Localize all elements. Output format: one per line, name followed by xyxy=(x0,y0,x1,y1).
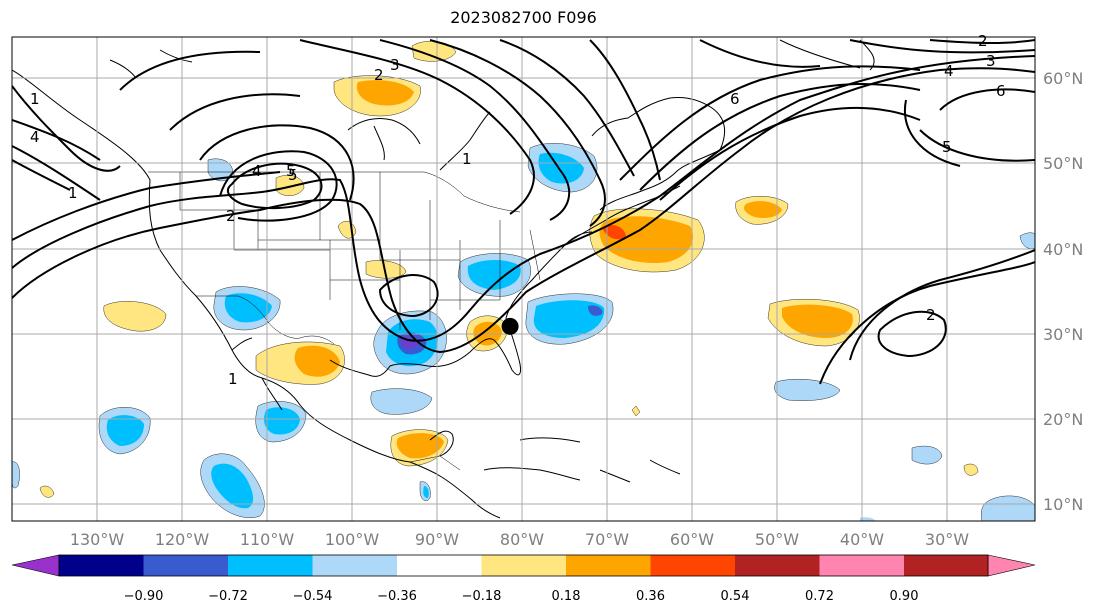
colorbar-tick: 0.72 xyxy=(805,589,834,604)
colorbar-bin xyxy=(904,555,988,576)
lat-label: 20°N xyxy=(1043,410,1083,429)
contour-label: 4 xyxy=(252,162,262,180)
contour-label: 5 xyxy=(288,166,298,184)
contour-label: 1 xyxy=(30,90,40,108)
contour-label: 1 xyxy=(462,150,472,168)
lon-label: 120°W xyxy=(155,530,210,549)
contour-label: 4 xyxy=(944,62,954,80)
colorbar-tick: 0.36 xyxy=(636,589,665,604)
lat-label: 60°N xyxy=(1043,69,1083,88)
coastlines xyxy=(12,39,875,519)
colorbar-bin xyxy=(312,555,398,576)
colorbar-tick: −0.72 xyxy=(208,589,248,604)
colorbar-bin xyxy=(397,555,482,576)
colorbar-bin xyxy=(59,555,144,576)
colorbar-tick: −0.90 xyxy=(124,589,164,604)
contour-label: 5 xyxy=(942,138,952,156)
map-title: 2023082700 F096 xyxy=(450,8,597,27)
latitude-labels: 60°N 50°N 40°N 30°N 20°N 10°N xyxy=(1043,69,1083,514)
contour-label: 2 xyxy=(226,207,236,225)
colorbar-bin xyxy=(143,555,229,576)
map-frame xyxy=(11,36,1036,522)
lon-label: 90°W xyxy=(415,530,459,549)
lon-label: 30°W xyxy=(925,530,969,549)
colorbar-bin xyxy=(566,555,651,576)
contour-label: 3 xyxy=(986,52,996,70)
contour-label: 3 xyxy=(390,56,400,74)
storm-center-marker xyxy=(501,317,519,335)
colorbar-extend-high xyxy=(987,554,1036,577)
contour-label: 5 xyxy=(286,162,296,180)
colorbar-tick: −0.54 xyxy=(293,589,333,604)
contour-label: 4 xyxy=(30,128,40,146)
colorbar-tick: −0.36 xyxy=(377,589,417,604)
colorbar: −0.90 −0.72 −0.54 −0.36 −0.18 0.18 0.36 … xyxy=(11,554,1036,604)
contour-label-group: 1 2 2 3 4 4 5 5 6 6 1 1 1 3 4 2 2 5 xyxy=(30,32,1006,388)
colorbar-tick: 0.18 xyxy=(552,589,581,604)
political-borders xyxy=(148,171,541,471)
lon-label: 130°W xyxy=(70,530,125,549)
lon-label: 60°W xyxy=(670,530,714,549)
contour-label: 2 xyxy=(374,66,384,84)
colorbar-bin xyxy=(481,555,567,576)
lon-label: 80°W xyxy=(500,530,544,549)
colorbar-bin xyxy=(819,555,905,576)
graticule xyxy=(12,37,1035,521)
contour-label: 2 xyxy=(978,32,988,50)
lon-label: 40°W xyxy=(840,530,884,549)
lon-label: 50°W xyxy=(755,530,799,549)
lon-label: 70°W xyxy=(585,530,629,549)
contour-label: 1 xyxy=(68,184,78,202)
lat-label: 30°N xyxy=(1043,325,1083,344)
longitude-labels: 130°W 120°W 110°W 100°W 90°W 80°W 70°W 6… xyxy=(70,530,969,549)
lon-label: 100°W xyxy=(325,530,380,549)
contour-label: 2 xyxy=(926,306,936,324)
colorbar-tick: 0.90 xyxy=(890,589,919,604)
colorbar-extend-low xyxy=(11,554,60,577)
colorbar-tick: −0.18 xyxy=(462,589,502,604)
contour-lines xyxy=(12,39,1035,385)
anomaly-region-caribbean xyxy=(370,388,433,415)
colorbar-bin xyxy=(650,555,736,576)
contour-label: 6 xyxy=(996,82,1006,100)
lat-label: 40°N xyxy=(1043,240,1083,259)
contour-label: 6 xyxy=(730,90,740,108)
lat-label: 10°N xyxy=(1043,495,1083,514)
lon-label: 110°W xyxy=(240,530,295,549)
colorbar-bin xyxy=(735,555,820,576)
colorbar-bin xyxy=(228,555,313,576)
lat-label: 50°N xyxy=(1043,154,1083,173)
contour-label: 1 xyxy=(228,370,238,388)
colorbar-tick: 0.54 xyxy=(721,589,750,604)
